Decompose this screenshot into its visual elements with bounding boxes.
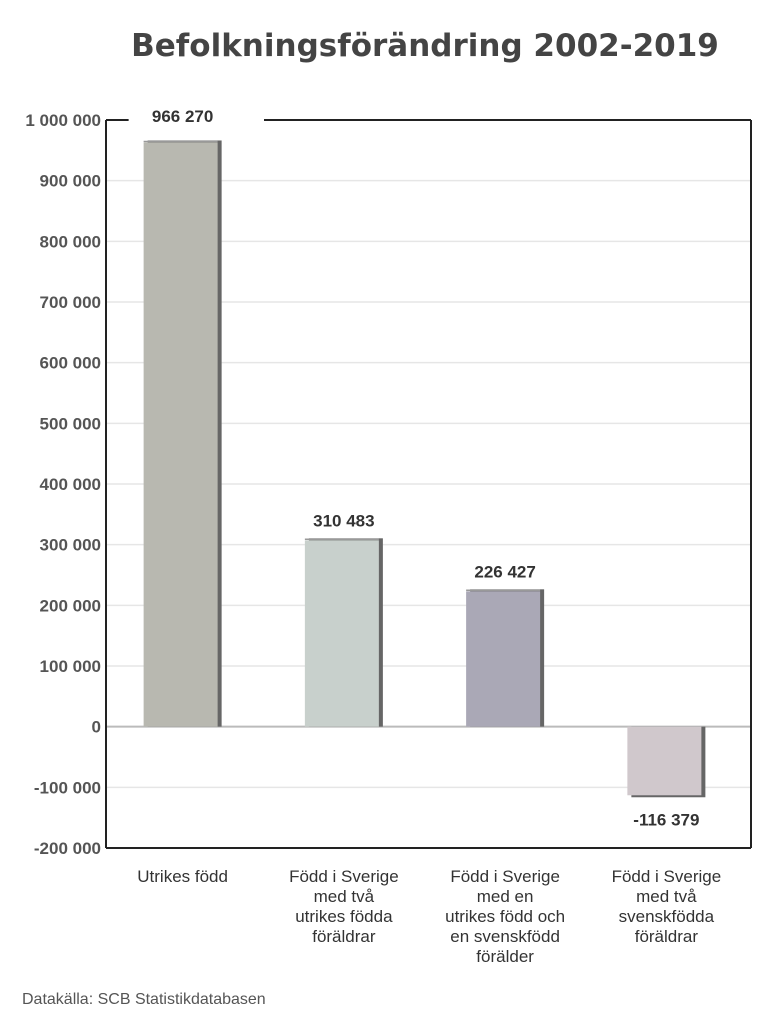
y-tick-label: 800 000 [40,232,101,251]
y-tick-label: 700 000 [40,293,101,312]
bar [627,726,702,796]
category-label: utrikes födda [295,907,393,926]
y-tick-label: 1 000 000 [25,111,101,130]
value-label: -116 379 [633,810,699,829]
y-tick-label: 200 000 [40,596,101,615]
y-tick-label: 500 000 [40,414,101,433]
category-label: en svenskfödd [450,927,560,946]
category-label: Född i Sverige [289,867,399,886]
value-label: 966 270 [152,107,213,126]
y-tick-label: 600 000 [40,354,101,373]
y-tick-label: 300 000 [40,536,101,555]
category-label: med två [636,887,697,906]
category-label: utrikes född och [445,907,565,926]
bar [304,540,379,727]
value-label: 226 427 [474,562,535,581]
y-tick-label: -100 000 [34,778,101,797]
category-label: föräldrar [312,927,376,946]
y-tick-label: 100 000 [40,657,101,676]
bar [143,142,218,727]
value-label-background [128,108,233,130]
bar [466,591,541,727]
chart-title: Befolkningsförändring 2002-2019 [131,28,719,64]
category-label: Född i Sverige [450,867,560,886]
category-label: förälder [476,947,534,966]
y-tick-label: 400 000 [40,475,101,494]
data-source: Datakälla: SCB Statistikdatabasen [22,991,266,1008]
category-label: föräldrar [635,927,699,946]
category-label: Född i Sverige [612,867,722,886]
category-label: med en [477,887,534,906]
category-label: med två [314,887,375,906]
value-label: 310 483 [313,511,374,530]
category-label: svenskfödda [619,907,715,926]
y-tick-label: 0 [92,718,101,737]
category-label: Utrikes född [137,867,228,886]
y-tick-label: 900 000 [40,172,101,191]
y-tick-label: -200 000 [34,839,101,858]
